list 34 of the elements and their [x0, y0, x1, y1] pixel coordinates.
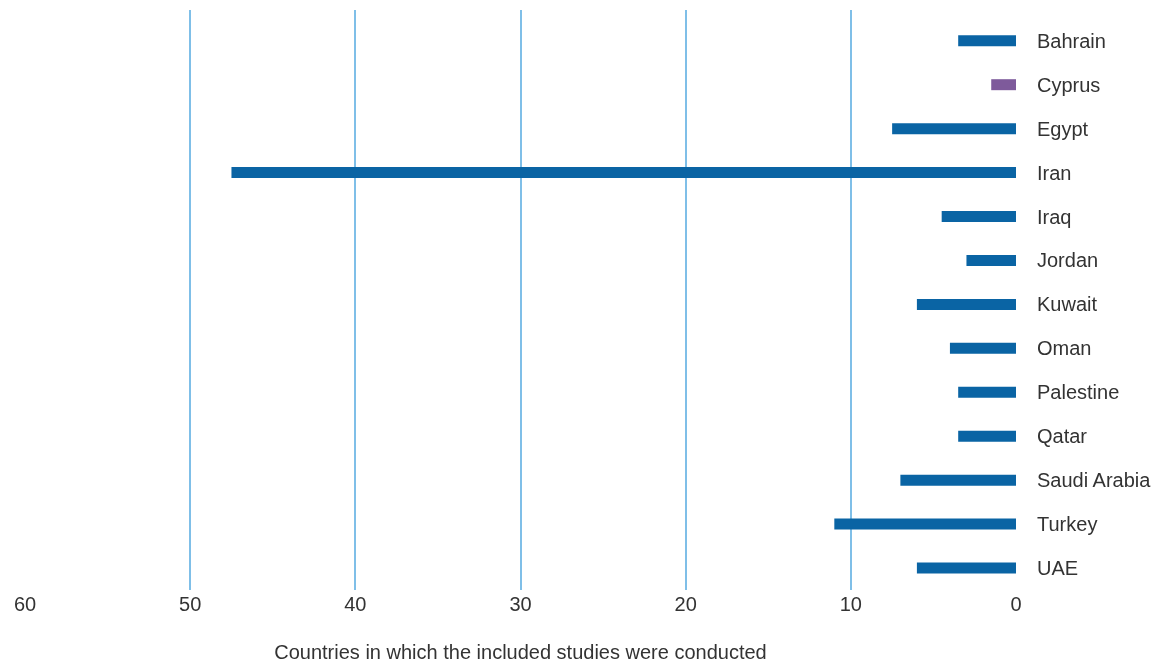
y-tick-label: Jordan: [1037, 249, 1099, 272]
y-tick-label: Kuwait: [1037, 293, 1098, 316]
bar: [966, 254, 1016, 266]
y-tick-label: Bahrain: [1037, 29, 1106, 52]
x-tick-label: 40: [344, 593, 367, 615]
x-tick-label: 50: [179, 593, 202, 615]
y-tick-label: Palestine: [1037, 381, 1120, 404]
x-tick-label: 20: [674, 593, 697, 615]
bar: [941, 211, 1016, 223]
bar: [892, 123, 1016, 135]
bar: [834, 518, 1016, 530]
y-tick-label: Oman: [1037, 337, 1092, 360]
bar: [916, 298, 1016, 310]
x-axis-title: Countries in which the included studies were conducted: [274, 640, 767, 663]
x-tick-label: 0: [1010, 593, 1022, 615]
y-tick-label: Turkey: [1037, 513, 1098, 536]
bar: [231, 167, 1016, 179]
bar: [958, 430, 1016, 442]
y-tick-label: Qatar: [1037, 425, 1088, 448]
bar: [991, 79, 1016, 91]
x-tick-label: 30: [509, 593, 532, 615]
x-tick-label: 60: [13, 593, 37, 615]
bar: [900, 474, 1016, 486]
y-tick-label: Saudi Arabia: [1037, 469, 1152, 492]
x-tick-label: 10: [839, 593, 862, 615]
bar: [916, 562, 1016, 574]
bar: [949, 342, 1016, 354]
y-tick-label: UAE: [1037, 557, 1079, 580]
y-tick-label: Egypt: [1037, 117, 1089, 140]
bar: [958, 386, 1016, 398]
y-tick-label: Iran: [1037, 161, 1072, 184]
y-tick-label: Iraq: [1037, 205, 1072, 228]
y-tick-label: Cyprus: [1037, 73, 1101, 96]
bar: [958, 35, 1016, 47]
